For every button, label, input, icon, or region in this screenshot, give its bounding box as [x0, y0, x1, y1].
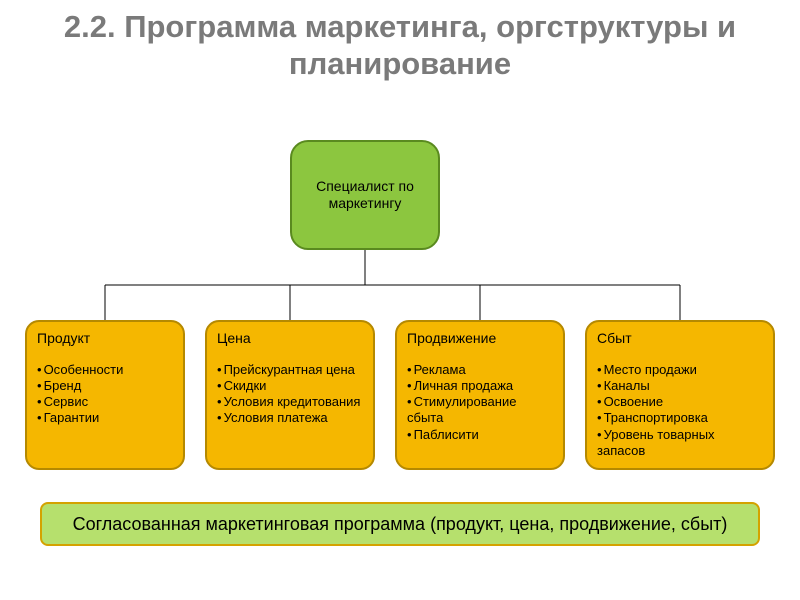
- child-node: Продукт ОсобенностиБрендСервисГарантии: [25, 320, 185, 470]
- child-item: Скидки: [217, 378, 365, 394]
- child-item: Освоение: [597, 394, 765, 410]
- footer-label: Согласованная маркетинговая программа (п…: [73, 514, 728, 535]
- child-item: Каналы: [597, 378, 765, 394]
- child-node: Сбыт Место продажиКаналыОсвоениеТранспорт…: [585, 320, 775, 470]
- child-title: Цена: [217, 330, 365, 348]
- child-title: Сбыт: [597, 330, 765, 348]
- child-item: Реклама: [407, 362, 555, 378]
- child-node: Цена Прейскурантная ценаСкидкиУсловия кре…: [205, 320, 375, 470]
- child-items: РекламаЛичная продажаСтимулирование сбыт…: [407, 362, 555, 443]
- root-node: Специалист по маркетингу: [290, 140, 440, 250]
- child-item: Прейскурантная цена: [217, 362, 365, 378]
- child-item: Транспортировка: [597, 410, 765, 426]
- org-chart: Специалист по маркетингу Продукт Особенно…: [0, 140, 800, 470]
- child-item: Личная продажа: [407, 378, 555, 394]
- child-item: Особенности: [37, 362, 175, 378]
- child-item: Условия кредитования: [217, 394, 365, 410]
- child-item: Уровень товарных запасов: [597, 427, 765, 460]
- child-node: Продвижение РекламаЛичная продажаСтимулир…: [395, 320, 565, 470]
- child-item: Место продажи: [597, 362, 765, 378]
- child-items: Прейскурантная ценаСкидкиУсловия кредито…: [217, 362, 365, 427]
- child-item: Гарантии: [37, 410, 175, 426]
- child-item: Сервис: [37, 394, 175, 410]
- child-item: Условия платежа: [217, 410, 365, 426]
- child-title: Продвижение: [407, 330, 555, 348]
- root-label: Специалист по маркетингу: [298, 178, 432, 213]
- child-item: Стимулирование сбыта: [407, 394, 555, 427]
- slide-title: 2.2. Программа маркетинга, оргструктуры …: [0, 0, 800, 82]
- child-items: Место продажиКаналыОсвоениеТранспортиров…: [597, 362, 765, 460]
- child-items: ОсобенностиБрендСервисГарантии: [37, 362, 175, 427]
- child-title: Продукт: [37, 330, 175, 348]
- footer-box: Согласованная маркетинговая программа (п…: [40, 502, 760, 546]
- child-item: Бренд: [37, 378, 175, 394]
- child-item: Паблисити: [407, 427, 555, 443]
